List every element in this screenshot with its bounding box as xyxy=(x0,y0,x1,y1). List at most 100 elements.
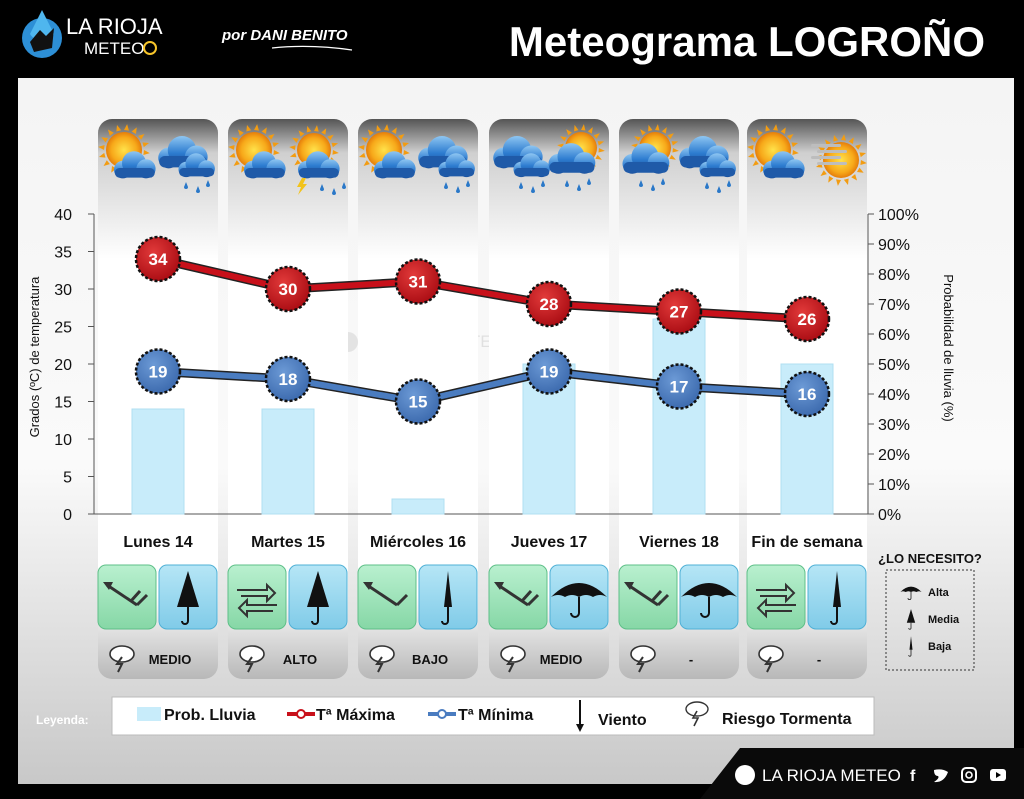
y-tick-label: 5 xyxy=(63,470,72,487)
storm-risk-value: MEDIO xyxy=(540,652,583,667)
chart-axes: 0 5 10 15 20 25 30 35 40 0% 10% 20% 30% 40% 50% 60% 70% 8… xyxy=(27,207,956,524)
umbrella-high-icon xyxy=(900,586,922,600)
wind-nw-icon xyxy=(363,582,409,607)
legend-wind-label: Viento xyxy=(598,712,647,729)
tmin-point: 18 xyxy=(264,355,312,403)
cloud-icon xyxy=(438,153,475,178)
day-label: Martes 15 xyxy=(251,534,325,551)
tmin-point: 16 xyxy=(783,370,831,418)
storm-risk-value: - xyxy=(689,652,693,667)
legend: Leyenda: Prob. Lluvia Tª Máxima Tª Mínim… xyxy=(36,696,875,736)
storm-risk-icon xyxy=(109,645,135,673)
y2-tick-label: 30% xyxy=(878,417,910,434)
wind-nw-strong-icon xyxy=(624,582,670,607)
tmin-value: 16 xyxy=(798,385,817,404)
tmax-value: 34 xyxy=(149,250,168,269)
day-label: Fin de semana xyxy=(751,534,862,551)
legend-tmin-label: Tª Mínima xyxy=(458,707,533,724)
tmax-point: 30 xyxy=(264,265,312,313)
y-tick-label: 10 xyxy=(54,432,72,449)
tmin-point: 17 xyxy=(655,363,703,410)
footer-band xyxy=(700,748,1024,799)
raindrops-icon xyxy=(565,178,591,191)
storm-risk-value: BAJO xyxy=(412,652,448,667)
storm-risk-icon xyxy=(369,645,395,673)
cloud-icon xyxy=(548,143,596,174)
y-tick-label: 35 xyxy=(54,245,72,262)
y-tick-label: 20 xyxy=(54,357,72,374)
wind-nw-strong-icon xyxy=(103,582,149,607)
y2-tick-label: 40% xyxy=(878,387,910,404)
rain-bar xyxy=(652,318,706,515)
y-tick-label: 25 xyxy=(54,320,72,337)
tmin-point: 19 xyxy=(134,348,182,395)
legend-title: Leyenda: xyxy=(36,713,89,727)
cloud-icon xyxy=(513,153,550,178)
drop-logo-top xyxy=(30,10,54,41)
brand-logo: LA RIOJA METEO xyxy=(22,10,163,58)
facebook-icon[interactable]: f xyxy=(910,768,916,785)
weather-icons xyxy=(747,124,867,186)
legend-tmax-label: Tª Máxima xyxy=(316,707,395,724)
storm-risk-icon xyxy=(758,645,784,673)
fog-icon xyxy=(811,144,847,165)
tmax-point: 26 xyxy=(783,295,831,343)
y-axis-label: Grados (ºC) de temperatura xyxy=(27,276,42,438)
legend-rain-swatch xyxy=(137,707,161,721)
umbrella-medium-icon xyxy=(307,571,329,625)
tmin-point: 19 xyxy=(525,348,573,395)
tmax-value: 28 xyxy=(540,295,559,314)
raindrops-icon xyxy=(705,180,731,193)
need-level: Alta xyxy=(900,586,950,600)
y-tick-label: 40 xyxy=(54,207,72,224)
cloud-icon xyxy=(114,151,156,179)
header: LA RIOJA METEO por DANI BENITO Meteogram… xyxy=(22,10,985,65)
y2-tick-label: 50% xyxy=(878,357,910,374)
lightning-icon xyxy=(297,178,307,195)
cloud-icon xyxy=(244,151,286,179)
y2-tick-label: 90% xyxy=(878,237,910,254)
weather-icons xyxy=(358,124,475,193)
legend-storm-label: Riesgo Tormenta xyxy=(722,711,852,728)
svg-text:f: f xyxy=(910,768,916,785)
storm-risk-icon xyxy=(630,645,656,673)
storm-risk-value: ALTO xyxy=(283,652,317,667)
tmax-point: 27 xyxy=(655,288,703,335)
logo-line1: LA RIOJA xyxy=(66,14,163,39)
y2-tick-label: 20% xyxy=(878,447,910,464)
need-level-label: Alta xyxy=(928,587,950,599)
cloud-icon xyxy=(622,143,670,174)
instagram-icon[interactable] xyxy=(961,767,977,783)
need-box-title: ¿LO NECESITO? xyxy=(878,551,982,566)
cloud-icon xyxy=(374,151,416,179)
tmin-value: 17 xyxy=(670,378,689,397)
map-silhouette-icon xyxy=(30,28,54,52)
y2-tick-label: 70% xyxy=(878,297,910,314)
y-tick-label: 15 xyxy=(54,395,72,412)
legend-box xyxy=(111,696,875,736)
tmax-point: 34 xyxy=(134,235,182,283)
cloud-icon xyxy=(763,151,805,179)
storm-risk-value: MEDIO xyxy=(149,652,192,667)
tmin-value: 19 xyxy=(149,363,168,382)
y-tick-label: 30 xyxy=(54,282,72,299)
youtube-icon[interactable] xyxy=(990,769,1006,781)
raindrops-icon xyxy=(444,180,470,193)
need-level: Baja xyxy=(908,636,952,657)
rain-bar xyxy=(391,498,445,515)
logo-line2: METEO xyxy=(84,39,144,58)
legend-wind-icon xyxy=(576,700,584,732)
cloud-icon xyxy=(298,151,340,179)
day-label: Miércoles 16 xyxy=(370,534,466,551)
footer-brand: LA RIOJA METEO xyxy=(762,766,901,785)
twitter-icon[interactable] xyxy=(934,769,948,783)
page-title: Meteograma LOGROÑO xyxy=(509,18,985,65)
umbrella-low-icon xyxy=(441,571,452,625)
tmax-value: 27 xyxy=(670,303,689,322)
rain-bar xyxy=(131,408,185,515)
y2-tick-label: 10% xyxy=(878,477,910,494)
storm-risk-icon xyxy=(239,645,265,673)
need-box: ¿LO NECESITO? Alta Media Baja xyxy=(878,551,982,671)
umbrella-high-icon xyxy=(681,583,737,618)
umbrella-high-icon xyxy=(551,583,607,618)
